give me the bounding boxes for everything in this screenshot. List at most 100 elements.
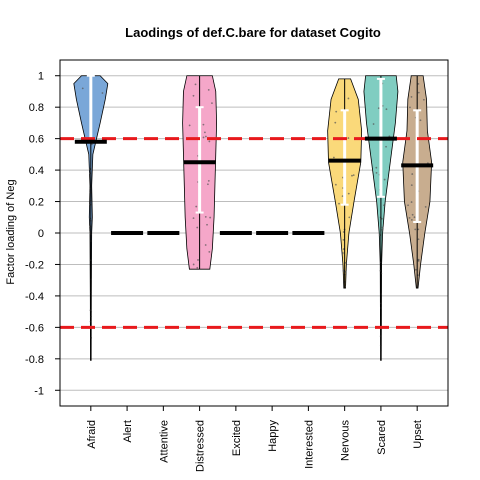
data-point [205, 135, 207, 138]
data-point [411, 213, 414, 216]
x-tick-label: Excited [231, 420, 243, 456]
data-point [335, 110, 338, 113]
data-point [202, 136, 205, 139]
data-point [334, 183, 337, 186]
medians [74, 136, 434, 235]
y-axis-label: Factor loading of Neg [5, 179, 17, 284]
x-tick-label: Nervous [340, 420, 352, 461]
y-tick-label: 1 [38, 71, 44, 83]
data-point [381, 228, 384, 231]
data-point [383, 204, 385, 207]
data-point [342, 269, 345, 272]
y-tick-label: -0.6 [25, 322, 44, 334]
data-point [332, 156, 335, 159]
x-tick-label: Scared [376, 420, 388, 455]
data-point [410, 184, 413, 187]
data-point [417, 82, 420, 85]
x-tick-label: Interested [303, 420, 315, 469]
data-point [410, 219, 413, 221]
data-point [381, 226, 384, 229]
data-point [407, 204, 409, 207]
data-point [197, 259, 199, 261]
data-point [414, 228, 417, 231]
data-point [101, 92, 104, 94]
data-point [409, 106, 411, 109]
data-point [344, 261, 347, 264]
data-point [375, 171, 378, 174]
x-tick-label: Alert [122, 420, 134, 443]
data-point [385, 145, 387, 148]
data-point [207, 180, 210, 182]
x-tick-label: Afraid [86, 420, 98, 449]
y-tick-label: -0.8 [25, 354, 44, 366]
data-point [342, 238, 345, 241]
data-point [411, 173, 414, 175]
data-point [208, 140, 211, 143]
data-point [338, 202, 340, 205]
data-point [192, 217, 195, 219]
data-point [194, 83, 197, 86]
data-point [204, 244, 207, 246]
data-point [377, 107, 380, 110]
data-point [413, 216, 416, 219]
data-point [414, 268, 417, 271]
data-point [342, 231, 345, 233]
data-point [341, 252, 344, 255]
y-tick-label: 0 [38, 228, 44, 240]
data-point [196, 226, 199, 229]
data-point [410, 201, 413, 203]
x-tick-label: Distressed [195, 420, 207, 472]
data-point [334, 121, 337, 124]
data-point [408, 216, 411, 219]
data-point [385, 108, 388, 111]
data-point [351, 174, 353, 177]
data-point [192, 263, 195, 266]
data-point [204, 215, 207, 218]
data-point [195, 205, 198, 208]
data-point [90, 143, 93, 146]
data-point [204, 131, 206, 134]
data-point [341, 195, 344, 198]
y-tick-label: -0.2 [25, 259, 44, 271]
data-point [410, 96, 413, 98]
data-point [202, 123, 205, 126]
data-point [81, 87, 84, 90]
y-tick-label: 0.8 [29, 102, 44, 114]
data-point [347, 192, 350, 195]
y-tick-label: 0.2 [29, 197, 44, 209]
data-point [348, 216, 351, 219]
data-point [207, 88, 210, 91]
data-point [192, 94, 195, 97]
data-point [347, 137, 350, 139]
y-axis: 1 0.8 0.6 0.4 0.2 0 -0.2 -0.4 -0.6 -0.8 -1 [25, 71, 60, 397]
x-tick-label: Happy [267, 420, 279, 452]
data-point [196, 266, 199, 269]
data-point [188, 124, 191, 127]
x-tick-label: Upset [412, 420, 424, 449]
data-point [417, 91, 420, 94]
y-tick-label: 0.4 [29, 165, 44, 177]
data-point [347, 97, 350, 100]
data-point [422, 98, 425, 101]
data-point [352, 174, 355, 177]
x-axis: Afraid Alert Attentive Distressed Excited Hap… [86, 406, 424, 472]
data-point [375, 166, 378, 169]
y-tick-label: -0.4 [25, 291, 44, 303]
data-point [417, 228, 420, 231]
data-point [211, 102, 213, 105]
data-point [417, 238, 420, 241]
data-point [383, 178, 386, 181]
data-point [417, 259, 420, 261]
data-point [208, 250, 211, 253]
data-point [207, 183, 209, 186]
violins [73, 74, 433, 361]
data-point [209, 216, 212, 219]
data-point [424, 205, 427, 208]
y-tick-label: 0.6 [29, 134, 44, 146]
data-point [206, 223, 208, 226]
data-point [378, 234, 381, 236]
data-point [372, 123, 375, 125]
x-tick-label: Attentive [158, 420, 170, 463]
y-tick-label: -1 [34, 385, 44, 397]
